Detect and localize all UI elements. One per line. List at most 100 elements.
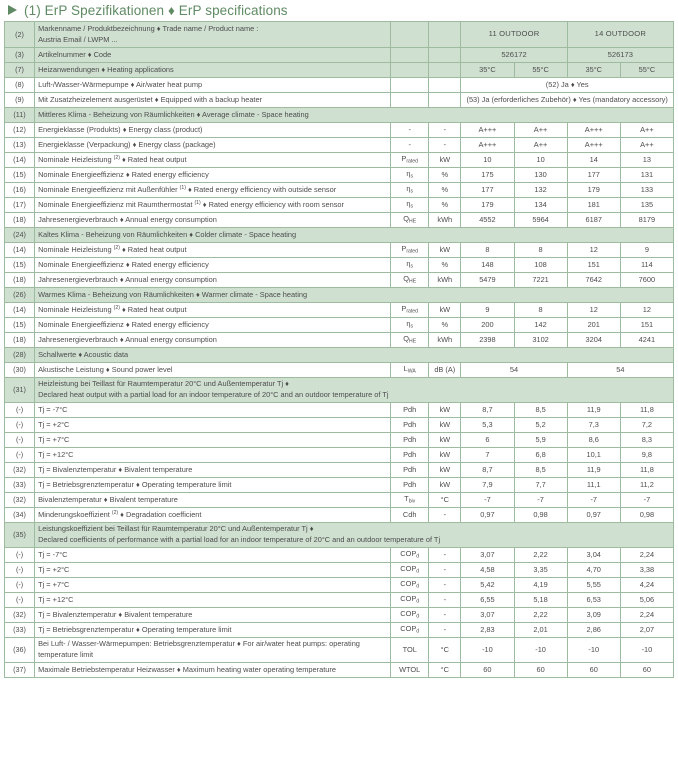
row-symbol — [390, 62, 430, 78]
row-value: 179 — [566, 182, 621, 198]
symbol-subscript: s — [410, 203, 414, 210]
section-header: Leistungskoeffizient bei Teillast für Ra… — [34, 522, 674, 548]
row-description: Heizanwendungen ♦ Heating applications — [34, 62, 392, 78]
row-value: 7,3 — [566, 417, 621, 433]
table-row: (14) Nominale Heizleistung (2) ♦ Rated he… — [3, 302, 675, 318]
row-unit: °C — [428, 662, 462, 678]
row-value-span: (52) Ja ♦ Yes — [460, 77, 674, 93]
row-description: Tj = +7°C — [34, 577, 392, 593]
row-value: A+++ — [566, 137, 621, 153]
row-description: Tj = Betriebsgrenztemperatur ♦ Operating… — [34, 477, 392, 493]
symbol-subscript: s — [410, 173, 414, 180]
row-value: 3,07 — [460, 607, 515, 623]
table-row: (11) Mittleres Klima - Beheizung von Räum… — [3, 107, 674, 123]
symbol-subscript: d — [416, 628, 420, 635]
row-value: 179 — [460, 197, 515, 213]
row-index: (-) — [3, 547, 36, 563]
row-unit: kW — [428, 402, 462, 418]
row-symbol: TOL — [390, 637, 430, 663]
table-row: (33) Tj = Betriebsgrenztemperatur ♦ Opera… — [3, 622, 675, 638]
row-value: A++ — [619, 122, 675, 138]
section-title-bar[interactable]: (1) ErP Spezifikationen ♦ ErP specificat… — [0, 0, 678, 21]
row-value: 14 — [566, 152, 621, 168]
row-description: Nominale Energieeffizienz ♦ Rated energy… — [34, 317, 392, 333]
row-index: (-) — [3, 417, 36, 433]
row-value: 5,55 — [566, 577, 621, 593]
row-description: Tj = +7°C — [34, 432, 392, 448]
symbol-subscript: s — [410, 188, 414, 195]
page-title: (1) ErP Spezifikationen ♦ ErP specificat… — [24, 2, 288, 18]
row-value: 4552 — [460, 212, 515, 228]
row-description: Mit Zusatzheizelement ausgerüstet ♦ Equi… — [34, 92, 392, 108]
row-symbol: QHE — [390, 212, 430, 228]
section-header: Warmes Klima - Beheizung von Räumlichkei… — [34, 287, 674, 303]
row-value: 151 — [566, 257, 621, 273]
table-row: (18) Jahresenergieverbrauch ♦ Annual ener… — [3, 272, 675, 288]
row-value: 11,9 — [566, 462, 621, 478]
row-unit: - — [428, 547, 462, 563]
row-value: 7600 — [619, 272, 675, 288]
row-unit: kWh — [428, 212, 462, 228]
triangle-right-icon[interactable] — [8, 5, 17, 15]
row-index: (-) — [3, 447, 36, 463]
table-row: (-) Tj = +7°C Pdh kW 6 5,9 8,6 8,3 — [3, 432, 675, 448]
table-row: (13) Energieklasse (Verpackung) ♦ Energy … — [3, 137, 675, 153]
row-value: 8 — [513, 242, 568, 258]
row-value: 2,22 — [513, 547, 568, 563]
row-unit — [428, 62, 462, 78]
row-index: (12) — [3, 122, 36, 138]
temperature-header: 55°C — [513, 62, 568, 78]
row-index: (26) — [3, 287, 36, 303]
table-row: (15) Nominale Energieeffizienz ♦ Rated en… — [3, 167, 675, 183]
row-description: Artikelnummer ♦ Code — [34, 47, 392, 63]
row-symbol: WTOL — [390, 662, 430, 678]
symbol-subscript: rated — [406, 248, 418, 255]
row-description: Tj = Betriebsgrenztemperatur ♦ Operating… — [34, 622, 392, 638]
row-index: (-) — [3, 577, 36, 593]
table-row: (-) Tj = -7°C Pdh kW 8,7 8,5 11,9 11,8 — [3, 402, 675, 418]
row-symbol: ηs — [390, 182, 430, 198]
row-value: 4,19 — [513, 577, 568, 593]
row-symbol: ηs — [390, 257, 430, 273]
row-value: 5,42 — [460, 577, 515, 593]
row-value: 2,24 — [619, 607, 675, 623]
row-index: (13) — [3, 137, 36, 153]
symbol-subscript: s — [410, 263, 414, 270]
symbol-subscript: d — [416, 568, 420, 575]
row-value: 175 — [460, 167, 515, 183]
table-row: (32) Tj = Bivalenztemperatur ♦ Bivalent t… — [3, 607, 675, 623]
row-description: Tj = +12°C — [34, 592, 392, 608]
row-value: -7 — [513, 492, 568, 508]
symbol-subscript: rated — [406, 308, 418, 315]
row-value: 6,55 — [460, 592, 515, 608]
row-value: 181 — [566, 197, 621, 213]
row-value: 3,04 — [566, 547, 621, 563]
row-value: 151 — [619, 317, 675, 333]
row-value: 3,35 — [513, 562, 568, 578]
row-symbol — [390, 77, 430, 93]
table-row: (32) Bivalenztemperatur ♦ Bivalent temper… — [3, 492, 675, 508]
row-value: 3,07 — [460, 547, 515, 563]
table-row: (-) Tj = +2°C Pdh kW 5,3 5,2 7,3 7,2 — [3, 417, 675, 433]
table-row: (26) Warmes Klima - Beheizung von Räumlic… — [3, 287, 674, 303]
section-header: Mittleres Klima - Beheizung von Räumlich… — [34, 107, 674, 123]
row-symbol: LWA — [390, 362, 430, 378]
row-value: A++ — [513, 137, 568, 153]
row-symbol: Prated — [390, 242, 430, 258]
row-value: A+++ — [460, 137, 515, 153]
row-index: (14) — [3, 302, 36, 318]
row-unit: kW — [428, 417, 462, 433]
row-value: 54 — [566, 362, 675, 378]
table-row: (-) Tj = +12°C COPd -6,55 5,18 6,53 5,06 — [3, 592, 675, 608]
row-value: 2,07 — [619, 622, 675, 638]
row-index: (18) — [3, 332, 36, 348]
row-value: 5,9 — [513, 432, 568, 448]
row-description: Tj = -7°C — [34, 402, 392, 418]
row-symbol — [390, 47, 430, 63]
row-symbol: Pdh — [390, 477, 430, 493]
row-value: 11,9 — [566, 402, 621, 418]
table-row: (14) Nominale Heizleistung (2) ♦ Rated he… — [3, 152, 675, 168]
row-value: 0,97 — [566, 507, 621, 523]
row-value: 11,8 — [619, 402, 675, 418]
